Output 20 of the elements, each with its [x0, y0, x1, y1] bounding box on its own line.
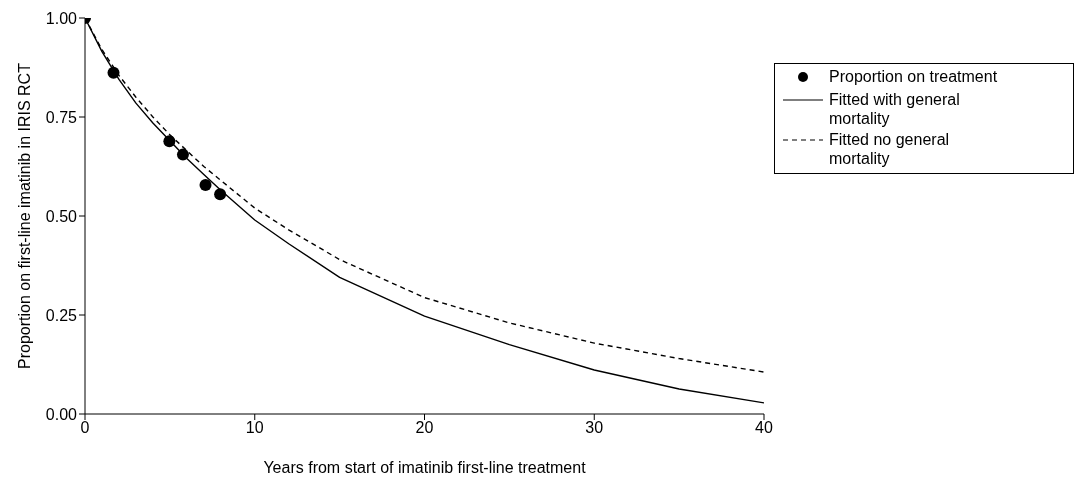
- y-tick-label: 0.50: [45, 207, 78, 225]
- point: [163, 135, 176, 148]
- point: [176, 148, 189, 161]
- y-axis-title: Proportion on first-line imatinib in IRIS RCT: [15, 62, 33, 369]
- y-tick-label: 0.00: [45, 405, 78, 423]
- y-tick-label: 0.75: [45, 108, 78, 126]
- x-tick-label: 40: [755, 419, 773, 437]
- legend-label: Proportion on treatment: [829, 67, 999, 86]
- x-axis-title: Years from start of imatinib first-line treatment: [263, 459, 587, 477]
- point: [107, 66, 120, 79]
- point: [214, 188, 227, 201]
- legend-label: Fitted no general mortality: [829, 130, 951, 168]
- point: [199, 179, 212, 192]
- legend-label: Fitted with general mortality: [829, 90, 961, 128]
- x-tick-label: 10: [245, 419, 264, 437]
- x-tick-label: 30: [585, 419, 604, 437]
- y-tick-label: 1.00: [45, 9, 78, 27]
- x-tick-label: 0: [80, 419, 90, 437]
- y-tick-label: 0.25: [45, 306, 78, 324]
- x-tick-label: 20: [415, 419, 434, 437]
